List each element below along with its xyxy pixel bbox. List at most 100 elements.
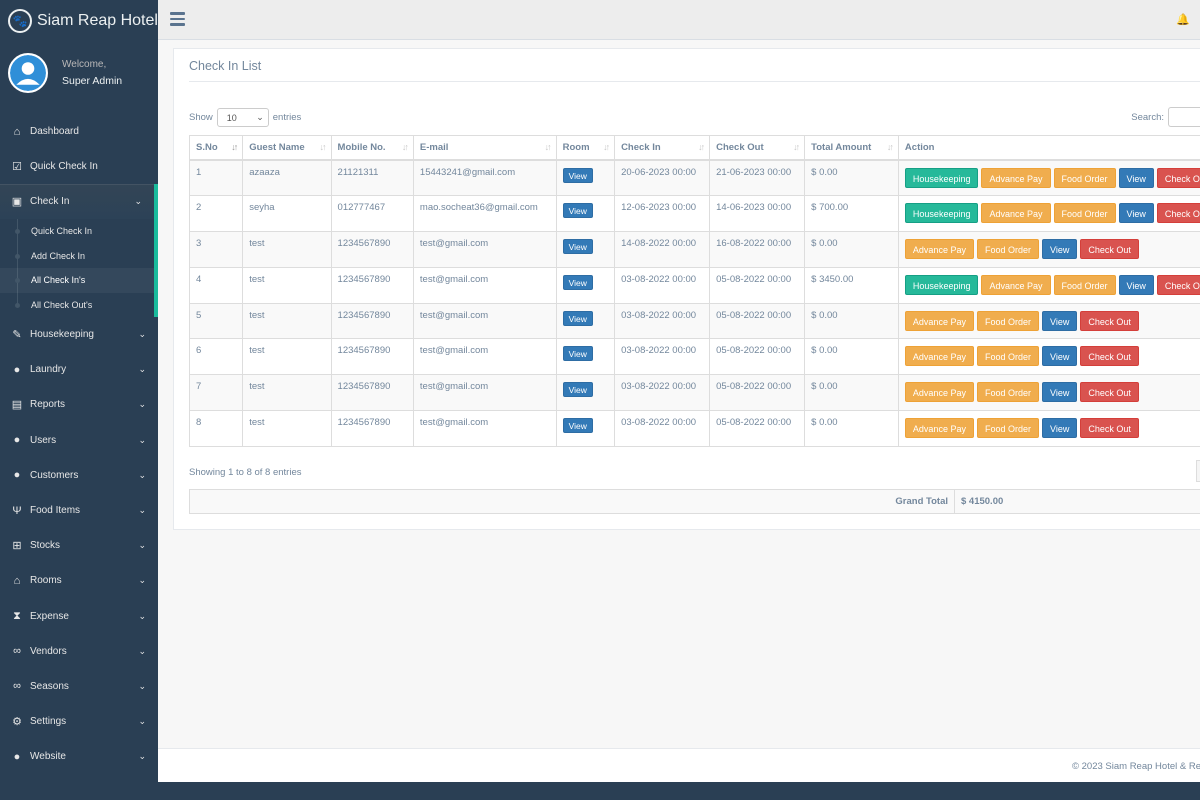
col-label: Total Amount — [811, 141, 872, 153]
bell-icon[interactable]: 🔔 — [1176, 14, 1190, 26]
menu-toggle-icon[interactable] — [170, 12, 185, 27]
submenu-item-all-check-outs[interactable]: All Check Out's — [0, 293, 154, 318]
advance-pay-button[interactable]: Advance Pay — [981, 167, 1051, 188]
col-guest-name[interactable]: Guest Name ↓↑ — [242, 135, 332, 161]
check-out-button[interactable]: Check Out — [1080, 310, 1139, 331]
col-email[interactable]: E-mail ↓↑ — [412, 135, 557, 161]
view-button[interactable]: View — [1042, 418, 1078, 439]
cell-room: View — [555, 159, 616, 196]
food-order-button[interactable]: Food Order — [976, 382, 1039, 403]
food-order-button[interactable]: Food Order — [976, 346, 1039, 367]
sidebar-item-check-in[interactable]: ▣ Check In ⌄ — [0, 184, 158, 219]
user-icon: ● — [13, 434, 21, 447]
advance-pay-button[interactable]: Advance Pay — [981, 274, 1051, 295]
entries-select[interactable]: 10 ⌄ — [216, 108, 269, 127]
sidebar-item-seasons[interactable]: ∞ Seasons ⌄ — [0, 669, 158, 704]
col-label: Mobile No. — [337, 141, 386, 153]
sidebar-item-rooms[interactable]: ⌂ Rooms ⌄ — [0, 563, 158, 598]
view-button[interactable]: View — [1042, 382, 1078, 403]
sidebar-item-expense[interactable]: ⧗ Expense ⌄ — [0, 599, 158, 634]
cell-check-in: 03-08-2022 00:00 — [614, 338, 711, 376]
room-view-button[interactable]: View — [562, 310, 593, 326]
room-view-button[interactable]: View — [562, 346, 593, 362]
view-button[interactable]: View — [1042, 238, 1078, 259]
advance-pay-button[interactable]: Advance Pay — [904, 382, 974, 403]
search-input[interactable] — [1168, 107, 1200, 127]
housekeeping-button[interactable]: Housekeeping — [904, 274, 979, 295]
col-check-in[interactable]: Check In ↓↑ — [614, 135, 711, 161]
room-view-button[interactable]: View — [562, 418, 593, 434]
cell-sno: 2 — [188, 194, 244, 232]
view-button[interactable]: View — [1042, 346, 1078, 367]
col-check-out[interactable]: Check Out ↓↑ — [709, 135, 806, 161]
submenu-item-add-check-in[interactable]: Add Check In — [0, 244, 154, 269]
check-out-button[interactable]: Check Out — [1080, 382, 1139, 403]
check-out-button[interactable]: Check Out — [1080, 418, 1139, 439]
cell-sno: 7 — [188, 374, 244, 412]
sidebar-item-housekeeping[interactable]: ✎ Housekeeping ⌄ — [0, 317, 158, 352]
col-total-amount[interactable]: Total Amount ↓↑ — [804, 135, 899, 161]
cell-guest-name: test — [242, 410, 332, 448]
cell-check-out: 14-06-2023 00:00 — [709, 194, 806, 232]
check-out-button[interactable]: Check Out — [1080, 238, 1139, 259]
sidebar-item-vendors[interactable]: ∞ Vendors ⌄ — [0, 634, 158, 669]
sort-icon: ↓↑ — [603, 142, 610, 152]
advance-pay-button[interactable]: Advance Pay — [904, 310, 974, 331]
room-view-button[interactable]: View — [562, 274, 593, 290]
food-order-button[interactable]: Food Order — [1053, 202, 1116, 223]
room-view-button[interactable]: View — [562, 202, 593, 218]
food-order-button[interactable]: Food Order — [976, 310, 1039, 331]
check-out-button[interactable]: Check O — [1156, 167, 1200, 188]
sort-icon: ↓↑ — [401, 142, 409, 152]
sidebar-item-stocks[interactable]: ⊞ Stocks ⌄ — [0, 528, 158, 563]
bottom-strip — [0, 782, 1200, 800]
check-out-button[interactable]: Check O — [1156, 202, 1200, 223]
food-order-button[interactable]: Food Order — [1053, 274, 1116, 295]
user-icon: ● — [13, 469, 21, 482]
advance-pay-button[interactable]: Advance Pay — [981, 202, 1051, 223]
sidebar-item-food-items[interactable]: Ψ Food Items ⌄ — [0, 493, 158, 528]
submenu-item-quick-check-in[interactable]: Quick Check In — [0, 219, 154, 244]
sidebar-item-reports[interactable]: ▤ Reports ⌄ — [0, 387, 158, 422]
cell-room: View — [555, 302, 616, 340]
housekeeping-button[interactable]: Housekeeping — [904, 167, 979, 188]
housekeeping-button[interactable]: Housekeeping — [904, 202, 979, 223]
col-mobile[interactable]: Mobile No. ↓↑ — [330, 135, 414, 161]
cell-mobile: 21121311 — [330, 159, 414, 196]
room-view-button[interactable]: View — [562, 382, 593, 398]
view-button[interactable]: View — [1118, 274, 1154, 295]
sidebar-item-settings[interactable]: ⚙ Settings ⌄ — [0, 704, 158, 739]
check-out-button[interactable]: Check Out — [1080, 346, 1139, 367]
sidebar-item-label: Check In — [30, 196, 70, 207]
view-button[interactable]: View — [1118, 202, 1154, 223]
view-button[interactable]: View — [1042, 310, 1078, 331]
food-order-button[interactable]: Food Order — [1053, 167, 1116, 188]
brand[interactable]: 🐾 Siam Reap Hotel — [0, 0, 158, 42]
advance-pay-button[interactable]: Advance Pay — [904, 418, 974, 439]
footer-copyright: © 2023 Siam Reap Hotel & Reso — [1072, 761, 1200, 772]
advance-pay-button[interactable]: Advance Pay — [904, 346, 974, 367]
advance-pay-button[interactable]: Advance Pay — [904, 238, 974, 259]
table-row: 7 test 1234567890 test@gmail.com View 03-08-2… — [188, 374, 1200, 412]
sidebar-item-users[interactable]: ● Users ⌄ — [0, 423, 158, 458]
cell-email: 15443241@gmail.com — [412, 159, 557, 196]
room-view-button[interactable]: View — [562, 238, 593, 254]
chevron-down-icon: ⌄ — [138, 575, 146, 586]
col-room[interactable]: Room ↓↑ — [555, 135, 616, 161]
cell-total-amount: $ 700.00 — [804, 194, 899, 232]
col-sno[interactable]: S.No ↓↑ — [188, 135, 244, 161]
sidebar-item-label: Food Items — [30, 505, 81, 517]
sidebar-item-customers[interactable]: ● Customers ⌄ — [0, 458, 158, 493]
check-out-button[interactable]: Check O — [1156, 274, 1200, 295]
chevron-down-icon: ⌄ — [134, 196, 142, 206]
pagination-previous-button[interactable]: Pr — [1196, 460, 1200, 482]
sidebar-item-quick-check-in[interactable]: ☑ Quick Check In — [0, 149, 158, 184]
submenu-item-all-check-ins[interactable]: All Check In's — [0, 268, 154, 293]
sidebar-item-laundry[interactable]: ● Laundry ⌄ — [0, 352, 158, 387]
view-button[interactable]: View — [1118, 167, 1154, 188]
sidebar-item-website[interactable]: ● Website ⌄ — [0, 739, 158, 774]
sidebar-item-dashboard[interactable]: ⌂ Dashboard — [0, 114, 158, 149]
food-order-button[interactable]: Food Order — [976, 418, 1039, 439]
room-view-button[interactable]: View — [562, 167, 593, 183]
food-order-button[interactable]: Food Order — [976, 238, 1039, 259]
